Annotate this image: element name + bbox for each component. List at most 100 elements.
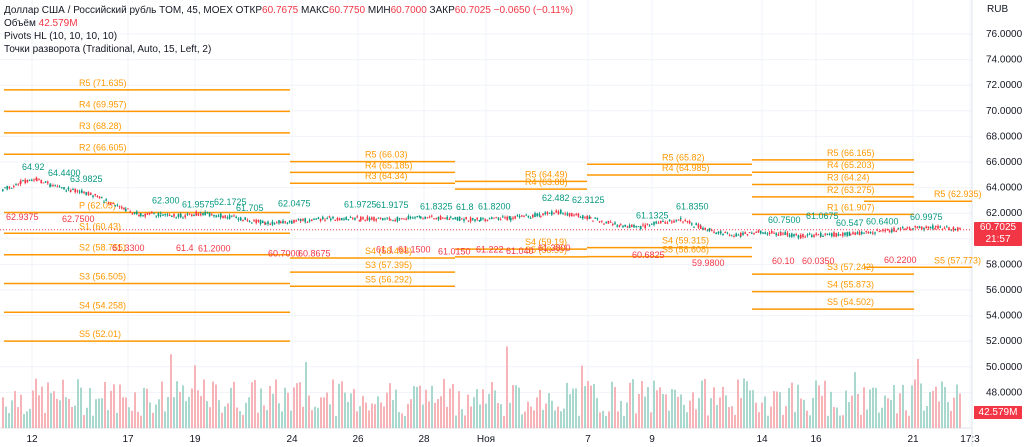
volume-bar <box>740 397 742 428</box>
candle-body <box>557 211 560 215</box>
candle-body <box>293 220 295 223</box>
candle-body <box>38 179 40 181</box>
volume-bar <box>581 365 583 428</box>
volume-bar <box>749 390 751 428</box>
pivot-level-label: R5 (64.49) <box>525 169 568 179</box>
volume-bar <box>425 389 427 428</box>
pivot-level-label: R5 (71.635) <box>79 78 127 88</box>
candle-body <box>888 230 891 233</box>
volume-bar <box>29 408 31 428</box>
candle-body <box>24 179 26 184</box>
candle-body <box>835 232 837 237</box>
candle-body <box>637 226 640 228</box>
candle-body <box>358 220 361 222</box>
volume-bar <box>281 411 283 428</box>
candle-body <box>622 225 624 228</box>
pivot-low-label: 61.222 <box>476 245 504 255</box>
candle-body <box>405 218 407 220</box>
candle-body <box>10 187 13 189</box>
volume-bar <box>284 387 286 428</box>
candle-body <box>684 219 686 221</box>
volume-bar <box>353 389 355 428</box>
candle-body <box>878 231 881 233</box>
volume-legend-row[interactable]: Объём 42.579M <box>4 17 573 30</box>
candle-body <box>751 232 753 234</box>
volume-bar <box>179 391 181 428</box>
candle-body <box>50 184 52 187</box>
candle-body <box>802 233 804 237</box>
volume-bar <box>293 387 295 428</box>
candle-body <box>768 232 771 234</box>
open-value: 60.7675 <box>262 5 299 16</box>
candle-body <box>579 216 582 218</box>
candle-body <box>379 217 382 219</box>
pivot-low-label: 60.6825 <box>632 250 665 260</box>
candle-body <box>575 213 577 216</box>
candle-body <box>833 232 835 237</box>
candle-body <box>837 233 840 236</box>
candle-body <box>686 221 689 223</box>
candle-body <box>662 220 664 222</box>
volume-bar <box>392 400 394 428</box>
candle-body <box>544 212 546 215</box>
pivot-high-label: 62.1725 <box>214 197 247 207</box>
candle-body <box>83 191 85 194</box>
candle-body <box>428 216 431 218</box>
candle-body <box>246 219 249 221</box>
candle-body <box>33 179 35 181</box>
candle-body <box>343 218 345 220</box>
pivot-points-indicator[interactable]: Точки разворота (Traditional, Auto, 15, … <box>4 44 212 55</box>
pivot-low-label: 61.2000 <box>198 244 231 254</box>
pivot-high-label: 61.9175 <box>376 200 409 210</box>
volume-bar <box>215 384 217 428</box>
volume-bar <box>347 401 349 428</box>
volume-bar <box>800 398 802 428</box>
candle-body <box>932 225 934 229</box>
candle-body <box>315 218 317 220</box>
candle-body <box>458 216 461 221</box>
currency-label[interactable]: RUB <box>987 4 1009 15</box>
y-tick-label: 48.0000 <box>986 387 1023 398</box>
pivots-hl-indicator[interactable]: Pivots HL (10, 10, 10, 10) <box>4 31 118 42</box>
candle-body <box>412 217 414 219</box>
candle-body <box>582 215 584 219</box>
volume-bar <box>530 406 532 428</box>
candle-body <box>58 186 61 188</box>
volume-bar <box>443 378 445 428</box>
pivot-level-label: S3 (56.505) <box>79 272 126 282</box>
symbol-legend-row[interactable]: Доллар США / Российский рубль TOM, 45, M… <box>4 4 573 17</box>
pivot-level-label: R4 (63.88) <box>525 177 568 187</box>
volume-bar <box>938 401 940 428</box>
candle-body <box>786 232 789 236</box>
pivot-level-label: R2 (63.275) <box>827 185 875 195</box>
candle-body <box>573 214 575 216</box>
candle-body <box>633 224 635 228</box>
volume-bar <box>878 412 880 428</box>
candle-body <box>895 231 897 233</box>
symbol-title: Доллар США / Российский рубль TOM, 45, M… <box>4 5 233 16</box>
candle-body <box>952 227 955 231</box>
volume-bar <box>767 415 769 428</box>
x-tick-label: 17 <box>122 434 134 445</box>
volume-bar <box>491 382 493 428</box>
volume-bar <box>47 382 49 428</box>
volume-bar <box>932 390 934 428</box>
candle-body <box>377 217 380 219</box>
candle-body <box>495 217 497 219</box>
candle-body <box>856 232 859 235</box>
pivot-low-label: 60.7000 <box>268 249 301 259</box>
volume-bar <box>170 354 172 428</box>
candle-body <box>711 230 713 232</box>
volume-bar <box>5 406 7 428</box>
candle-body <box>806 234 809 236</box>
candle-body <box>766 233 769 235</box>
pivot-level-label: S5 (58.608) <box>662 245 709 255</box>
candle-body <box>388 218 391 220</box>
candle-body <box>484 219 486 221</box>
volume-bar <box>320 397 322 428</box>
candle-body <box>590 217 592 219</box>
volume-bar <box>476 389 478 428</box>
volume-bar <box>290 410 292 428</box>
candle-body <box>624 224 626 227</box>
